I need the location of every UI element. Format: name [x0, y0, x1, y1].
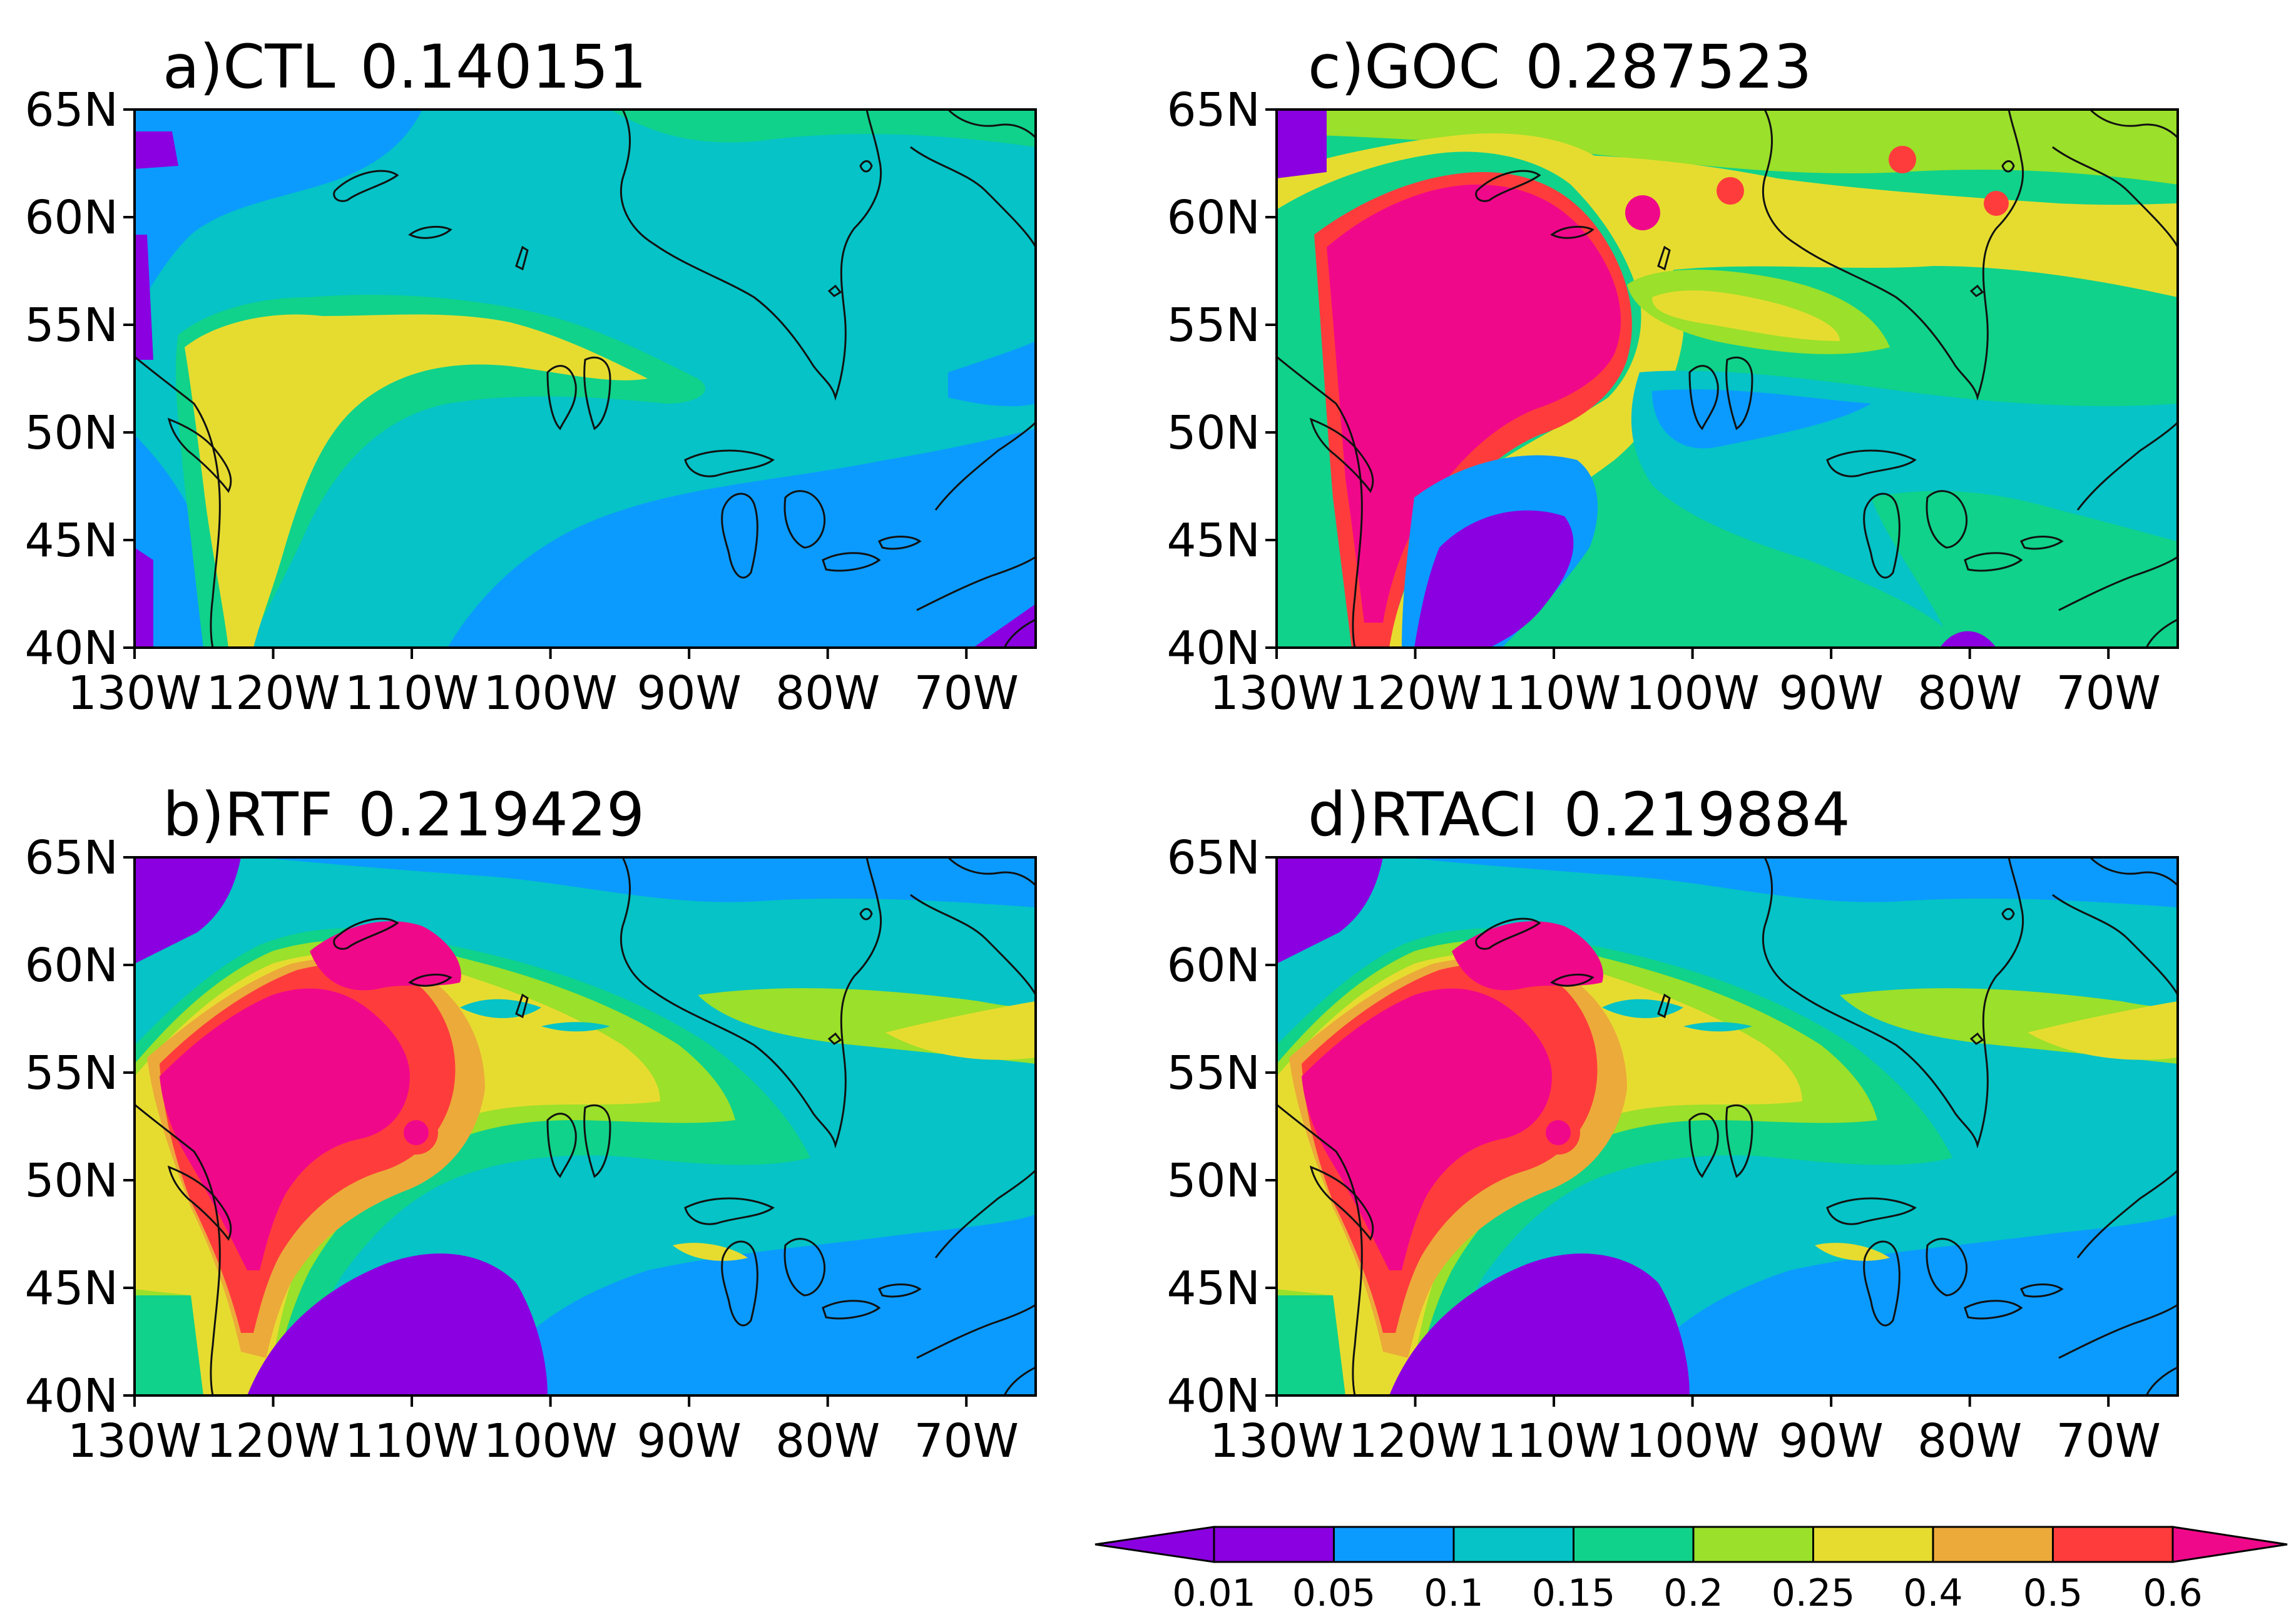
lat-tick-label: 65N: [1166, 83, 1260, 137]
lon-tick-label: 130W: [1210, 666, 1344, 720]
lat-tick-label: 40N: [24, 1369, 118, 1423]
lon-tick-label: 70W: [2056, 1414, 2161, 1468]
panel-c: c)GOC 0.287523: [1275, 32, 2179, 649]
lon-tick-label: 120W: [206, 1414, 340, 1468]
lat-tick-label: 60N: [1166, 939, 1260, 992]
lat-tick-label: 60N: [24, 939, 118, 992]
colorbar-label: 0.5: [2023, 1571, 2083, 1612]
colorbar-box: [1573, 1526, 1695, 1563]
lon-tick-label: 100W: [1625, 1414, 1759, 1468]
panel-b-title: b)RTF 0.219429: [163, 780, 645, 850]
lon-tick-label: 130W: [68, 1414, 202, 1468]
lat-tick-label: 50N: [24, 406, 118, 460]
lat-tick-label: 60N: [24, 191, 118, 245]
lon-tick-label: 120W: [1348, 666, 1482, 720]
lat-tick-label: 40N: [24, 621, 118, 675]
colorbar-label: 0.15: [1532, 1571, 1616, 1612]
lat-tick-label: 55N: [1166, 1046, 1260, 1100]
lat-tick-label: 55N: [24, 298, 118, 352]
lon-tick-label: 70W: [914, 1414, 1019, 1468]
lon-tick-label: 130W: [1210, 1414, 1344, 1468]
lon-tick-label: 110W: [1487, 1414, 1621, 1468]
lat-tick-label: 45N: [24, 514, 118, 568]
lat-tick-label: 65N: [24, 83, 118, 137]
lon-tick-label: 90W: [636, 666, 741, 720]
lat-tick-label: 45N: [1166, 1262, 1260, 1315]
lon-tick-label: 100W: [1625, 666, 1759, 720]
lon-tick-label: 80W: [775, 1414, 880, 1468]
lat-tick-label: 65N: [1166, 831, 1260, 885]
panel-d: d)RTACI 0.219884: [1275, 780, 2179, 1397]
panel-a-title: a)CTL 0.140151: [163, 32, 647, 102]
colorbar-box: [1812, 1526, 1934, 1563]
colorbar-box: [1333, 1526, 1455, 1563]
lon-tick-label: 120W: [1348, 1414, 1482, 1468]
colorbar-box: [2052, 1526, 2174, 1563]
lat-tick-label: 55N: [24, 1046, 118, 1100]
lon-tick-label: 90W: [1778, 1414, 1883, 1468]
panel-c-title: c)GOC 0.287523: [1308, 32, 1812, 102]
colorbar-box: [1692, 1526, 1814, 1563]
lat-tick-label: 45N: [1166, 514, 1260, 568]
lon-tick-label: 110W: [345, 1414, 479, 1468]
lat-tick-label: 40N: [1166, 1369, 1260, 1423]
lat-tick-label: 40N: [1166, 621, 1260, 675]
panel-a: a)CTL 0.140151: [133, 32, 1037, 649]
lon-tick-label: 80W: [1917, 1414, 2022, 1468]
lon-tick-label: 130W: [68, 666, 202, 720]
lat-tick-label: 45N: [24, 1262, 118, 1315]
colorbar-label: 0.4: [1903, 1571, 1962, 1612]
lon-tick-label: 90W: [1778, 666, 1883, 720]
colorbar-label: 0.01: [1172, 1571, 1256, 1612]
colorbar-label: 0.6: [2143, 1571, 2202, 1612]
panel-d-title: d)RTACI 0.219884: [1308, 780, 1850, 850]
colorbar-label: 0.2: [1663, 1571, 1723, 1612]
colorbar: 0.01 0.05 0.1 0.15 0.2 0.25 0.4 0.5 0.6: [1094, 1526, 2288, 1612]
lon-tick-label: 80W: [1917, 666, 2022, 720]
lon-tick-label: 110W: [1487, 666, 1621, 720]
lon-tick-label: 70W: [2056, 666, 2161, 720]
colorbar-label: 0.05: [1292, 1571, 1376, 1612]
lon-tick-label: 110W: [345, 666, 479, 720]
lon-tick-label: 100W: [483, 1414, 617, 1468]
lat-tick-label: 50N: [1166, 1154, 1260, 1208]
lat-tick-label: 60N: [1166, 191, 1260, 245]
lat-tick-label: 55N: [1166, 298, 1260, 352]
colorbar-label: 0.1: [1424, 1571, 1483, 1612]
lat-tick-label: 65N: [24, 831, 118, 885]
lon-tick-label: 90W: [636, 1414, 741, 1468]
colorbar-arrow-left: [1094, 1526, 1215, 1563]
lon-tick-label: 80W: [775, 666, 880, 720]
colorbar-box: [1932, 1526, 2054, 1563]
lon-tick-label: 100W: [483, 666, 617, 720]
colorbar-box: [1213, 1526, 1335, 1563]
lon-tick-label: 70W: [914, 666, 1019, 720]
lat-tick-label: 50N: [1166, 406, 1260, 460]
colorbar-label: 0.25: [1772, 1571, 1855, 1612]
panel-b: b)RTF 0.219429: [133, 780, 1037, 1397]
lat-tick-label: 50N: [24, 1154, 118, 1208]
colorbar-arrow-right: [2171, 1526, 2288, 1563]
colorbar-box: [1452, 1526, 1574, 1563]
lon-tick-label: 120W: [206, 666, 340, 720]
